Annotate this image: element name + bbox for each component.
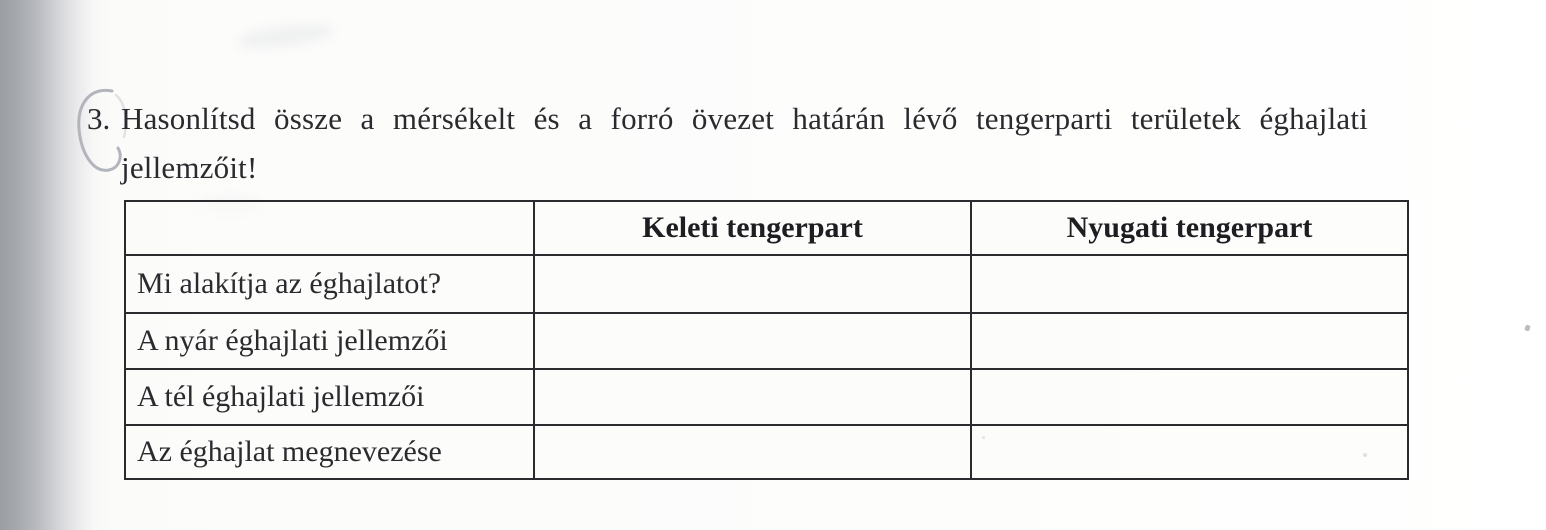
column-header-west-coast: Nyugati tengerpart (970, 200, 1409, 256)
prompt-line-1: Hasonlítsd össze a mérsékelt és a forró … (121, 101, 1368, 136)
answer-cell (533, 368, 972, 426)
row-label-climate-name: Az éghajlat megnevezése (124, 424, 535, 480)
table-row: A tél éghajlati jellemzői (124, 368, 1409, 426)
column-header-east-coast: Keleti tengerpart (533, 200, 972, 256)
answer-cell (970, 368, 1409, 426)
exercise-number: 3. (87, 101, 111, 136)
table-header-row: Keleti tengerpart Nyugati tengerpart (124, 200, 1409, 256)
prompt-line-2: jellemzőit! (121, 150, 258, 185)
answer-cell (970, 254, 1409, 314)
scan-smudge (237, 20, 335, 52)
row-label-winter-characteristics: A tél éghajlati jellemzői (124, 368, 535, 426)
scan-speck (1524, 324, 1531, 332)
table-row: Mi alakítja az éghajlatot? (124, 254, 1409, 314)
row-label-summer-characteristics: A nyár éghajlati jellemzői (124, 312, 535, 370)
answer-cell (533, 312, 972, 370)
answer-cell (970, 424, 1409, 480)
climate-comparison-table: Keleti tengerpart Nyugati tengerpart Mi … (124, 200, 1409, 480)
row-label-climate-factors: Mi alakítja az éghajlatot? (124, 254, 535, 314)
table-row: Az éghajlat megnevezése (124, 424, 1409, 480)
table-row: A nyár éghajlati jellemzői (124, 312, 1409, 370)
pencil-circle-mark-icon (77, 88, 128, 172)
exercise-prompt: Hasonlítsd össze a mérsékelt és a forró … (121, 94, 1368, 192)
corner-header-cell (124, 200, 535, 256)
answer-cell (970, 312, 1409, 370)
answer-cell (533, 424, 972, 480)
book-spine-shadow (0, 0, 112, 530)
answer-cell (533, 254, 972, 314)
